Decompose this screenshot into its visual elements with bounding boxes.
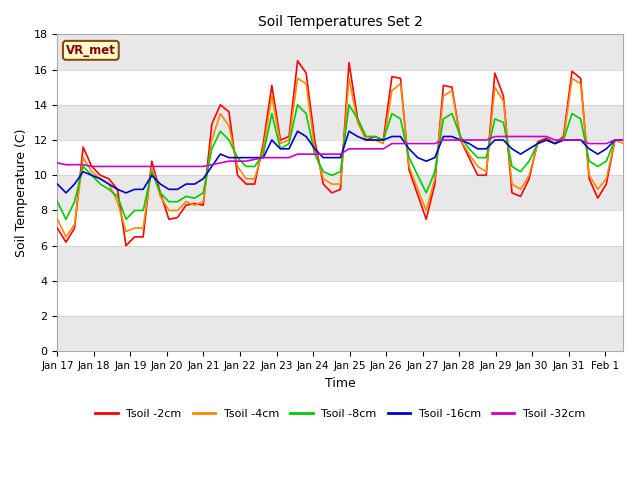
Line: Tsoil -2cm: Tsoil -2cm — [58, 61, 623, 246]
Tsoil -32cm — [105, 164, 113, 169]
Line: Tsoil -8cm: Tsoil -8cm — [58, 105, 623, 219]
Tsoil -2cm — [294, 58, 301, 64]
Tsoil -32cm — [54, 160, 61, 166]
Bar — [58, 175, 623, 211]
Tsoil -2cm — [54, 225, 61, 231]
Tsoil -32cm — [319, 151, 327, 157]
Tsoil -16cm — [328, 155, 336, 160]
Tsoil -8cm — [302, 111, 310, 117]
Bar — [58, 246, 623, 281]
Tsoil -32cm — [491, 133, 499, 139]
Tsoil -16cm — [105, 181, 113, 187]
Bar — [58, 281, 623, 316]
Legend: Tsoil -2cm, Tsoil -4cm, Tsoil -8cm, Tsoil -16cm, Tsoil -32cm: Tsoil -2cm, Tsoil -4cm, Tsoil -8cm, Tsoi… — [91, 405, 590, 423]
Tsoil -16cm — [62, 190, 70, 196]
Tsoil -8cm — [54, 199, 61, 204]
Tsoil -4cm — [62, 234, 70, 240]
Line: Tsoil -32cm: Tsoil -32cm — [58, 136, 623, 167]
Tsoil -2cm — [122, 243, 130, 249]
Tsoil -4cm — [131, 225, 138, 231]
Tsoil -8cm — [620, 137, 627, 143]
Tsoil -4cm — [586, 172, 593, 178]
Tsoil -8cm — [294, 102, 301, 108]
Tsoil -32cm — [131, 164, 138, 169]
Tsoil -2cm — [328, 190, 336, 196]
Tsoil -8cm — [586, 158, 593, 164]
Text: VR_met: VR_met — [66, 44, 116, 57]
Tsoil -4cm — [500, 98, 508, 104]
Tsoil -8cm — [105, 186, 113, 192]
Tsoil -32cm — [500, 133, 508, 139]
Tsoil -4cm — [302, 81, 310, 86]
Y-axis label: Soil Temperature (C): Soil Temperature (C) — [15, 129, 28, 257]
Tsoil -4cm — [620, 141, 627, 146]
X-axis label: Time: Time — [325, 377, 356, 390]
Bar — [58, 105, 623, 140]
Tsoil -4cm — [54, 216, 61, 222]
Tsoil -2cm — [500, 93, 508, 99]
Tsoil -16cm — [500, 137, 508, 143]
Tsoil -8cm — [328, 172, 336, 178]
Tsoil -16cm — [302, 133, 310, 139]
Line: Tsoil -16cm: Tsoil -16cm — [58, 131, 623, 193]
Tsoil -2cm — [97, 172, 104, 178]
Tsoil -4cm — [328, 181, 336, 187]
Tsoil -32cm — [294, 151, 301, 157]
Bar — [58, 211, 623, 246]
Bar — [58, 316, 623, 351]
Tsoil -16cm — [620, 137, 627, 143]
Tsoil -2cm — [620, 137, 627, 143]
Tsoil -8cm — [62, 216, 70, 222]
Tsoil -8cm — [131, 208, 138, 214]
Bar — [58, 35, 623, 70]
Bar — [58, 70, 623, 105]
Tsoil -2cm — [586, 176, 593, 181]
Tsoil -16cm — [131, 186, 138, 192]
Tsoil -16cm — [54, 181, 61, 187]
Tsoil -32cm — [88, 164, 95, 169]
Tsoil -16cm — [586, 146, 593, 152]
Tsoil -2cm — [302, 70, 310, 76]
Tsoil -32cm — [586, 141, 593, 146]
Tsoil -32cm — [620, 137, 627, 143]
Tsoil -2cm — [131, 234, 138, 240]
Bar — [58, 140, 623, 175]
Line: Tsoil -4cm: Tsoil -4cm — [58, 78, 623, 237]
Tsoil -4cm — [105, 181, 113, 187]
Tsoil -8cm — [500, 120, 508, 125]
Tsoil -4cm — [294, 75, 301, 81]
Title: Soil Temperatures Set 2: Soil Temperatures Set 2 — [258, 15, 423, 29]
Tsoil -16cm — [294, 128, 301, 134]
